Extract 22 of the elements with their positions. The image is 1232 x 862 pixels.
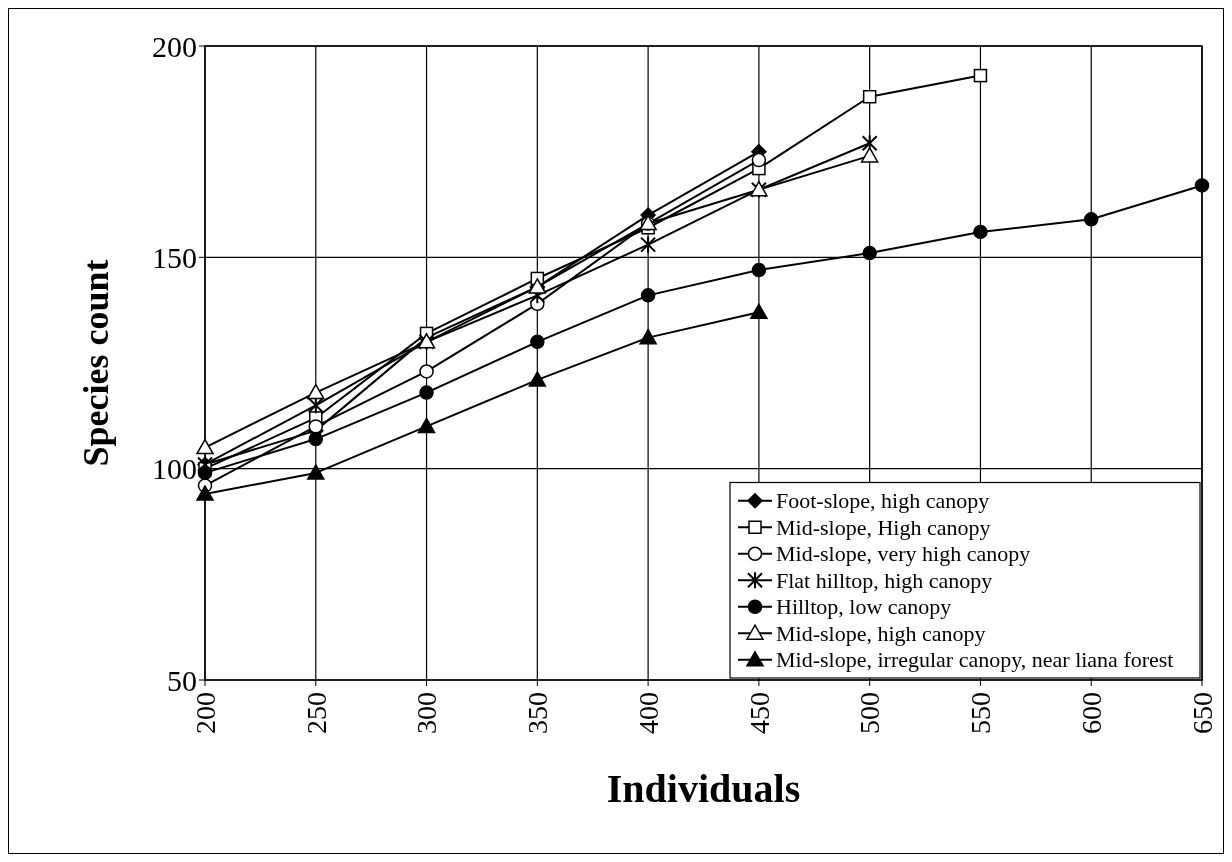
legend-label: Mid-slope, irregular canopy, near liana forest [776, 647, 1174, 673]
x-tick-label: 400 [632, 692, 664, 734]
x-tick-label: 250 [300, 692, 332, 734]
legend-label: Hilltop, low canopy [776, 594, 952, 620]
x-tick-label: 600 [1076, 692, 1108, 734]
x-tick-label: 350 [522, 692, 554, 734]
legend-label: Mid-slope, High canopy [776, 514, 991, 540]
y-tick-label: 50 [167, 663, 197, 697]
legend-label: Mid-slope, very high canopy [776, 541, 1031, 567]
y-axis-title: Species count [76, 259, 116, 467]
x-axis-title: Individuals [606, 766, 801, 811]
legend-label: Flat hilltop, high canopy [776, 567, 993, 593]
y-tick-label: 200 [152, 29, 197, 63]
legend-label: Foot-slope, high canopy [776, 488, 990, 514]
x-tick-label: 450 [743, 692, 775, 734]
legend-label: Mid-slope, high canopy [776, 620, 986, 646]
x-tick-label: 650 [1186, 692, 1218, 734]
x-tick-label: 300 [411, 692, 443, 734]
x-tick-label: 550 [965, 692, 997, 734]
x-tick-label: 500 [854, 692, 886, 734]
y-tick-label: 100 [152, 452, 197, 486]
y-tick-label: 150 [152, 240, 197, 274]
